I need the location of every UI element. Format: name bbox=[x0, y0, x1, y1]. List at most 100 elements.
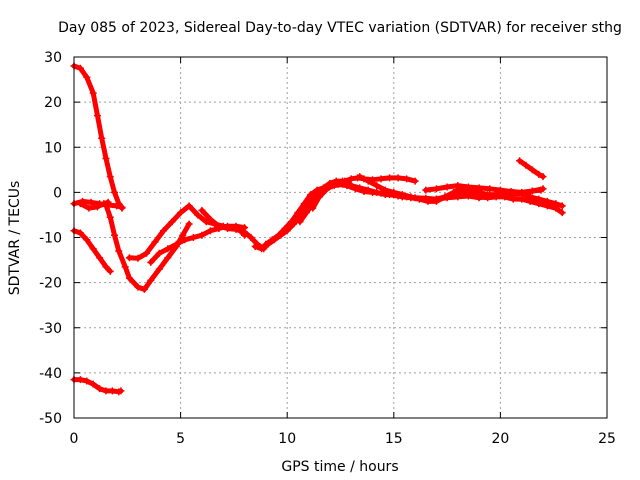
data-point bbox=[422, 186, 430, 194]
data-point bbox=[313, 186, 321, 194]
data-point bbox=[398, 191, 406, 199]
plot-frame bbox=[73, 56, 608, 419]
data-point bbox=[198, 206, 206, 214]
data-point bbox=[83, 73, 91, 81]
data-point bbox=[356, 184, 364, 192]
data-point bbox=[189, 234, 197, 241]
data-point bbox=[330, 182, 338, 190]
data-point bbox=[102, 387, 110, 395]
data-point bbox=[147, 258, 155, 266]
x-tick-label: 5 bbox=[176, 431, 185, 447]
data-point bbox=[432, 185, 440, 193]
data-point bbox=[185, 220, 193, 228]
data-point bbox=[339, 180, 347, 188]
data-point bbox=[232, 225, 240, 233]
data-point bbox=[194, 211, 202, 219]
data-point bbox=[102, 201, 110, 209]
data-point bbox=[198, 231, 206, 239]
data-point bbox=[543, 197, 551, 205]
data-point bbox=[364, 186, 372, 194]
data-point bbox=[111, 231, 119, 239]
y-tick-label: 20 bbox=[44, 95, 62, 111]
data-point bbox=[76, 229, 84, 237]
data-traces bbox=[70, 62, 566, 396]
data-point bbox=[89, 89, 97, 97]
data-point bbox=[528, 166, 536, 174]
data-point bbox=[535, 170, 543, 178]
data-point bbox=[432, 197, 440, 205]
data-point bbox=[164, 254, 172, 262]
data-point bbox=[381, 186, 389, 194]
data-point bbox=[125, 274, 133, 282]
data-point bbox=[315, 193, 323, 201]
data-point bbox=[83, 377, 91, 385]
data-point bbox=[509, 195, 517, 203]
data-point bbox=[251, 243, 259, 251]
x-tick-label: 10 bbox=[278, 431, 296, 447]
x-tick-label: 25 bbox=[598, 431, 616, 447]
data-point bbox=[464, 183, 472, 191]
data-point bbox=[117, 387, 125, 395]
data-point bbox=[85, 204, 93, 212]
data-point bbox=[102, 263, 110, 271]
data-point bbox=[486, 185, 494, 193]
data-point bbox=[407, 193, 415, 201]
data-point bbox=[111, 188, 119, 196]
data-point bbox=[516, 157, 524, 165]
data-point bbox=[168, 218, 176, 226]
data-point bbox=[275, 231, 283, 239]
data-point bbox=[179, 231, 187, 239]
data-point bbox=[552, 200, 560, 208]
data-point bbox=[172, 240, 180, 248]
data-point bbox=[155, 249, 163, 257]
data-point bbox=[134, 254, 142, 262]
data-point bbox=[89, 380, 97, 388]
data-point bbox=[224, 224, 232, 232]
data-point bbox=[394, 174, 402, 182]
data-point bbox=[155, 265, 163, 273]
data-point bbox=[121, 263, 129, 271]
data-point bbox=[241, 228, 249, 236]
chart-title: Day 085 of 2023, Sidereal Day-to-day VTE… bbox=[58, 20, 622, 36]
data-point bbox=[164, 245, 172, 253]
data-series-s1 bbox=[71, 63, 125, 211]
y-axis-label: SDTVAR / TECUs bbox=[7, 181, 23, 296]
data-point bbox=[151, 238, 159, 246]
grid-lines bbox=[74, 57, 607, 418]
data-point bbox=[309, 204, 317, 212]
data-point bbox=[415, 195, 423, 203]
data-point bbox=[262, 240, 270, 248]
data-series-s4 bbox=[71, 228, 113, 274]
data-point bbox=[140, 285, 148, 293]
data-point bbox=[76, 64, 84, 72]
data-point bbox=[96, 385, 104, 393]
data-point bbox=[558, 209, 566, 217]
data-point bbox=[411, 177, 419, 185]
data-point bbox=[125, 254, 133, 262]
data-point bbox=[76, 200, 84, 208]
data-point bbox=[113, 202, 121, 210]
data-point bbox=[307, 191, 315, 199]
data-point bbox=[185, 202, 193, 210]
data-point bbox=[537, 186, 545, 194]
data-point bbox=[356, 173, 364, 181]
data-point bbox=[93, 112, 101, 120]
x-tick-label: 15 bbox=[385, 431, 403, 447]
y-tick-label: 30 bbox=[44, 50, 62, 66]
data-point bbox=[526, 193, 534, 201]
data-point bbox=[258, 245, 266, 253]
data-point bbox=[147, 276, 155, 284]
data-point bbox=[424, 197, 432, 205]
data-point bbox=[96, 254, 104, 262]
data-point bbox=[215, 222, 223, 230]
data-point bbox=[475, 184, 483, 192]
data-point bbox=[484, 191, 492, 199]
y-tick-label: 0 bbox=[53, 185, 62, 201]
data-point bbox=[390, 188, 398, 196]
data-point bbox=[206, 215, 214, 223]
data-point bbox=[93, 203, 101, 211]
data-point bbox=[287, 218, 295, 226]
data-point bbox=[528, 187, 536, 195]
data-point bbox=[206, 227, 214, 235]
